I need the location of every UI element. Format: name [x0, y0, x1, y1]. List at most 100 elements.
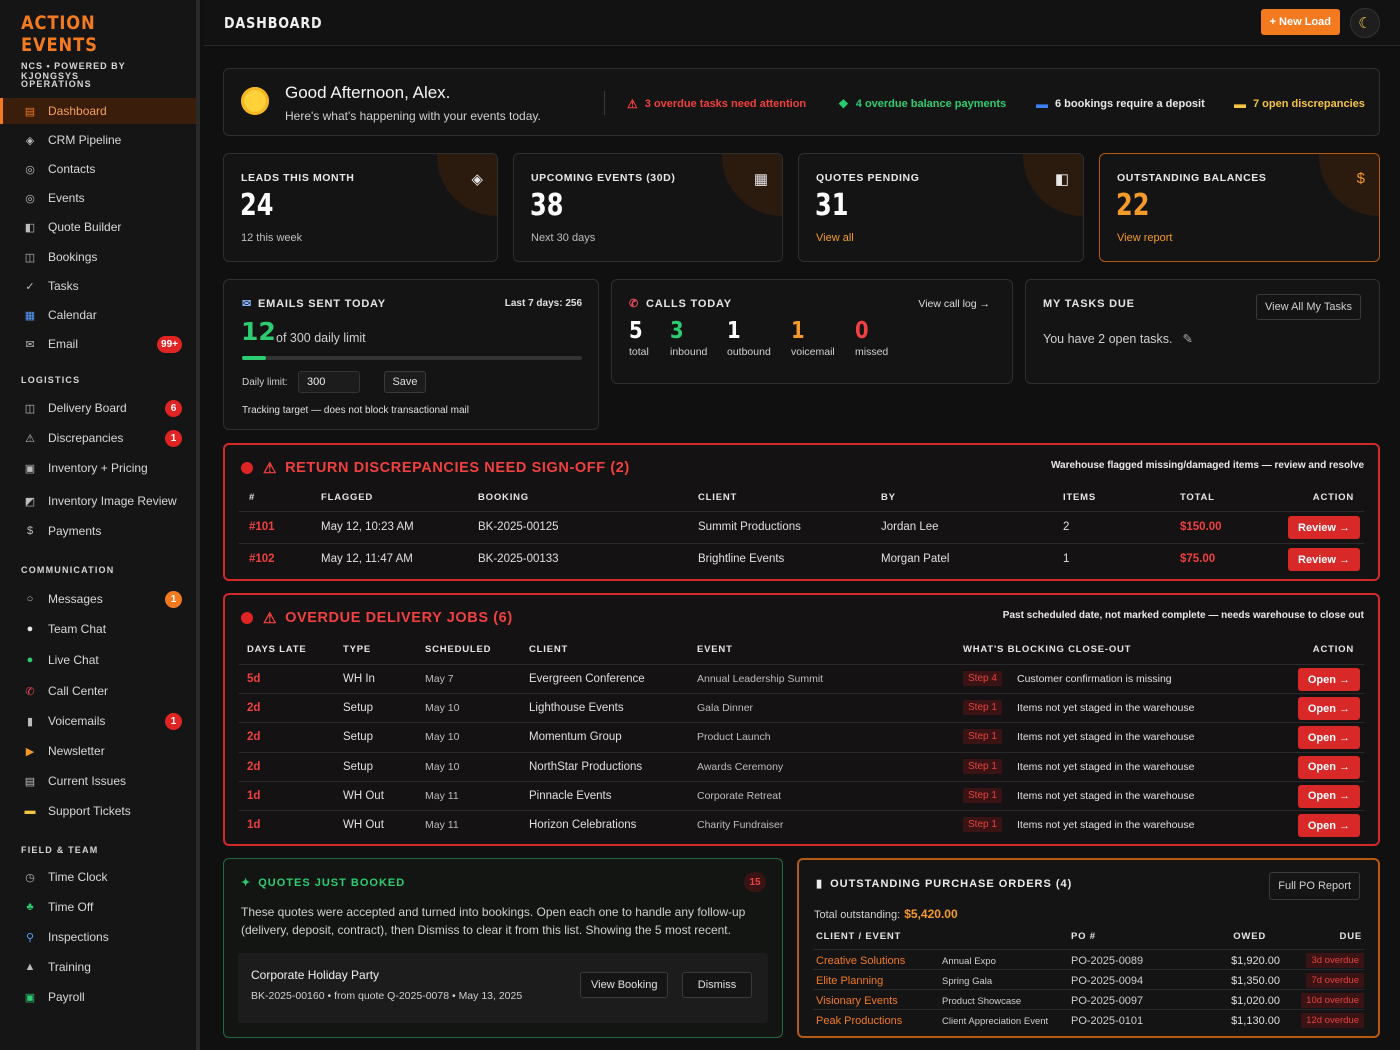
alert-deposits[interactable]: ▬ 6 bookings require a deposit: [1036, 97, 1205, 111]
sidebar-item-events[interactable]: ◎ Events: [0, 185, 196, 211]
cell-client: Pinnacle Events: [529, 789, 612, 802]
graduation-icon: ▲: [24, 961, 36, 973]
sidebar-item-discrepancies[interactable]: ⚠ Discrepancies 1: [0, 425, 196, 451]
open-button[interactable]: Open →: [1297, 755, 1360, 779]
sidebar-item-bookings[interactable]: ◫ Bookings: [0, 244, 196, 270]
cell-owed: $1,920.00: [1231, 955, 1280, 967]
view-call-log-link[interactable]: View call log →: [918, 298, 990, 310]
sidebar-item-call-center[interactable]: ✆ Call Center: [0, 678, 196, 704]
new-load-button[interactable]: + New Load: [1260, 9, 1340, 35]
mail-icon: ✉: [242, 298, 253, 310]
table-row: 5d WH In May 7 Evergreen Conference Annual L…: [239, 664, 1364, 693]
review-button[interactable]: Review →: [1288, 516, 1360, 539]
sidebar-item-live-chat[interactable]: ● Live Chat: [0, 647, 196, 673]
theme-toggle-moon-icon[interactable]: ☾: [1350, 8, 1380, 38]
kpi-outstanding-balances[interactable]: $ OUTSTANDING BALANCES 22 View report: [1099, 153, 1380, 262]
column-header: EVENT: [697, 644, 733, 655]
sidebar-item-delivery-board[interactable]: ◫ Delivery Board 6: [0, 395, 196, 421]
sidebar-item-label: Inventory Image Review: [48, 494, 177, 508]
column-header: SCHEDULED: [425, 644, 492, 655]
quotes-description: These quotes were accepted and turned in…: [241, 905, 746, 937]
cell-owed: $1,350.00: [1231, 975, 1280, 987]
cell-client: Lighthouse Events: [529, 702, 624, 715]
table-row: Elite Planning Spring Gala PO-2025-0094 $1,…: [813, 969, 1364, 989]
sidebar-item-dashboard[interactable]: ▤ Dashboard: [0, 98, 196, 124]
open-button[interactable]: Open →: [1297, 697, 1360, 721]
sidebar-item-quote-builder[interactable]: ◧ Quote Builder: [0, 214, 196, 240]
open-button[interactable]: Open →: [1297, 814, 1360, 837]
alert-discrepancies[interactable]: ▬ 7 open discrepancies: [1234, 97, 1365, 111]
divider: [604, 91, 605, 115]
sidebar-item-time-clock[interactable]: ◷ Time Clock: [0, 864, 196, 890]
dollar-icon: $: [26, 525, 34, 537]
open-button[interactable]: Open →: [1297, 784, 1360, 808]
sidebar-item-label: Live Chat: [48, 653, 99, 667]
full-po-report-button[interactable]: Full PO Report: [1269, 872, 1360, 900]
kpi-leads[interactable]: ◈ LEADS THIS MONTH 24 12 this week: [223, 153, 498, 262]
open-button[interactable]: Open →: [1297, 668, 1360, 691]
save-button[interactable]: Save: [384, 371, 426, 393]
cell-late: 1d: [247, 789, 261, 802]
sidebar-item-label: Voicemails: [48, 714, 106, 728]
po-title: ▮ OUTSTANDING PURCHASE ORDERS (4): [816, 877, 1072, 890]
step-badge: Step 1: [963, 817, 1002, 832]
cell-date: May 10: [425, 760, 460, 773]
view-booking-button[interactable]: View Booking: [580, 972, 669, 998]
sidebar-item-contacts[interactable]: ◎ Contacts: [0, 156, 196, 182]
sidebar-item-newsletter[interactable]: ▶ Newsletter: [0, 738, 196, 764]
client-link[interactable]: Elite Planning: [816, 975, 884, 987]
call-stat-value: 1: [791, 318, 805, 344]
book-icon: ◫: [24, 251, 36, 264]
table-row: Visionary Events Product Showcase PO-2025-…: [813, 989, 1364, 1009]
view-all-link[interactable]: View all: [816, 232, 854, 244]
warning-icon: ⚠: [263, 610, 278, 627]
sidebar-item-training[interactable]: ▲ Training: [0, 954, 196, 980]
dismiss-button[interactable]: Dismiss: [682, 972, 752, 998]
column-header: ACTION: [1312, 492, 1354, 503]
open-button[interactable]: Open →: [1297, 726, 1360, 750]
client-link[interactable]: Creative Solutions: [816, 955, 906, 967]
cell-po: PO-2025-0089: [1071, 955, 1144, 967]
alert-overdue-tasks[interactable]: ⚠ 3 overdue tasks need attention: [627, 97, 806, 111]
sidebar-item-time-off[interactable]: ♣ Time Off: [0, 894, 196, 920]
sidebar-item-payments[interactable]: $ Payments: [0, 518, 196, 544]
sidebar-item-team-chat[interactable]: ● Team Chat: [0, 616, 196, 642]
cell-late: 1d: [247, 819, 261, 831]
client-link[interactable]: Visionary Events: [816, 995, 898, 1007]
diamond-icon: ◈: [471, 171, 483, 188]
sidebar-item-calendar[interactable]: ▦ Calendar: [0, 302, 196, 328]
palm-icon: ♣: [26, 901, 34, 913]
kpi-quotes-pending[interactable]: ◧ QUOTES PENDING 31 View all: [798, 153, 1084, 262]
cell-id: #102: [249, 553, 275, 565]
review-button[interactable]: Review →: [1288, 548, 1360, 571]
cell-type: WH Out: [343, 819, 384, 831]
cell-po: PO-2025-0094: [1071, 975, 1144, 987]
view-all-tasks-button[interactable]: View All My Tasks: [1255, 294, 1361, 320]
sidebar-item-support-tickets[interactable]: ▬ Support Tickets: [0, 798, 196, 824]
call-stat-total: 5 total: [629, 318, 649, 358]
daily-limit-input[interactable]: [298, 371, 360, 393]
sidebar-item-current-issues[interactable]: ▤ Current Issues: [0, 768, 196, 794]
quotes-count-badge: 15: [744, 872, 766, 892]
sidebar-item-email[interactable]: ✉ Email 99+: [0, 331, 196, 357]
sidebar-item-inventory-image-review[interactable]: ◩ Inventory Image Review: [0, 488, 196, 514]
sidebar-item-payroll[interactable]: ▣ Payroll: [0, 984, 196, 1010]
greeting-card: Good Afternoon, Alex. Here's what's happ…: [223, 68, 1380, 136]
sidebar-item-label: Calendar: [48, 308, 97, 322]
cell-date: May 11: [425, 819, 459, 831]
sidebar-item-crm-pipeline[interactable]: ◈ CRM Pipeline: [0, 127, 196, 153]
view-report-link[interactable]: View report: [1117, 232, 1173, 244]
cell-blocking: Items not yet staged in the warehouse: [1017, 702, 1195, 715]
count-badge: 1: [165, 590, 182, 608]
sidebar-item-voicemails[interactable]: ▮ Voicemails 1: [0, 708, 196, 734]
alert-overdue-payments[interactable]: ❖ 4 overdue balance payments: [838, 97, 1006, 111]
sidebar-item-tasks[interactable]: ✓ Tasks: [0, 273, 196, 299]
kpi-upcoming-events[interactable]: ▦ UPCOMING EVENTS (30D) 38 Next 30 days: [513, 153, 783, 262]
sidebar-item-messages[interactable]: ○ Messages 1: [0, 586, 196, 612]
warning-icon: ⚠: [263, 460, 278, 477]
sidebar-item-inspections[interactable]: ⚲ Inspections: [0, 924, 196, 950]
client-link[interactable]: Peak Productions: [816, 1015, 903, 1027]
sidebar-item-inventory-pricing[interactable]: ▣ Inventory + Pricing: [0, 455, 196, 481]
cell-items: 1: [1063, 553, 1070, 565]
calendar-icon: ▦: [24, 309, 36, 322]
